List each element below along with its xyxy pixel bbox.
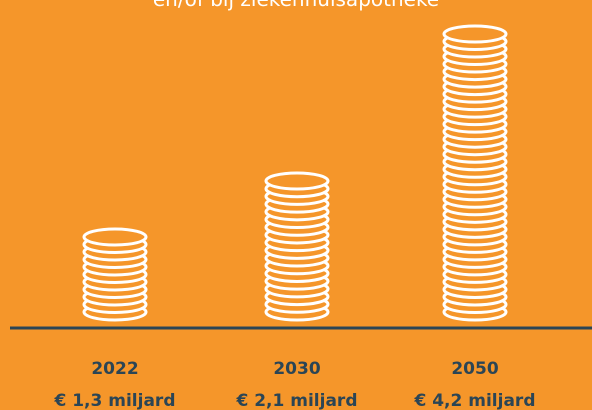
- coin-stack: [264, 171, 330, 322]
- value-label: € 1,3 miljard: [53, 391, 175, 410]
- coin: [442, 24, 508, 44]
- category-label: 2050: [451, 359, 498, 379]
- category-label: 2022: [91, 359, 138, 379]
- coin: [82, 227, 148, 247]
- category-label: 2030: [273, 359, 320, 379]
- coin-stack: [82, 227, 148, 322]
- value-label: € 2,1 miljard: [235, 391, 357, 410]
- coin: [264, 171, 330, 191]
- value-label: € 4,2 miljard: [413, 391, 535, 410]
- coin-stack: [442, 24, 508, 322]
- subtitle: en/of bij ziekenhuisapotheke: [153, 0, 439, 11]
